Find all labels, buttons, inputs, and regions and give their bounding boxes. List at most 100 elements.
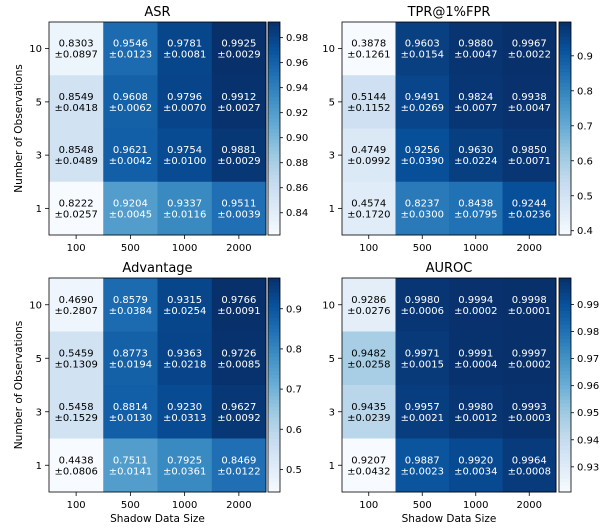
colorbar-segment	[559, 377, 571, 383]
colorbar-segment	[559, 338, 571, 343]
colorbar-tick-label: 0.8	[577, 86, 593, 97]
colorbar-segment	[559, 320, 571, 325]
colorbar-segment	[559, 149, 571, 154]
colorbar-segment	[559, 481, 571, 486]
colorbar-segment	[559, 231, 571, 236]
cell-value-label: 0.9994	[458, 295, 493, 306]
y-tick-label: 5	[36, 354, 42, 365]
panel-title: TPR@1%FPR	[407, 5, 491, 20]
colorbar-segment	[559, 285, 571, 290]
cell-std-label: ±0.0023	[401, 466, 444, 477]
colorbar-segment	[559, 463, 571, 468]
colorbar-segment	[268, 438, 280, 443]
colorbar-segment	[268, 132, 280, 137]
cell-std-label: ±0.0045	[109, 209, 152, 220]
colorbar-segment	[268, 82, 280, 87]
colorbar-segment	[559, 25, 571, 30]
colorbar-tick-label: 0.4	[577, 226, 593, 237]
colorbar-segment	[268, 43, 280, 48]
colorbar-segment	[268, 181, 280, 186]
cell-value-label: 0.4438	[59, 455, 94, 466]
heatmap-cell	[502, 331, 557, 386]
cell-value-label: 0.7511	[113, 455, 148, 466]
cell-std-label: ±0.0004	[454, 359, 497, 370]
colorbar-segment	[268, 488, 280, 493]
colorbar-segment	[559, 288, 571, 293]
colorbar-segment	[559, 96, 571, 101]
x-tick-label: 1000	[463, 500, 488, 511]
heatmap-cell	[103, 385, 158, 439]
colorbar-segment	[559, 470, 571, 475]
cell-value-label: 0.9964	[512, 455, 547, 466]
heatmap-cell	[342, 278, 396, 332]
x-tick-label: 500	[413, 243, 432, 254]
colorbar-segment	[559, 43, 571, 48]
heatmap-cell	[211, 22, 267, 76]
heatmap-cell	[211, 385, 267, 439]
cell-value-label: 0.9608	[113, 92, 148, 103]
heatmap-cell	[49, 385, 104, 439]
cell-std-label: ±0.0116	[163, 209, 206, 220]
colorbar-segment	[559, 427, 571, 432]
colorbar-tick-label: 0.94	[286, 83, 308, 94]
colorbar-segment	[268, 477, 280, 482]
colorbar-segment	[559, 68, 571, 73]
cell-std-label: ±0.0071	[508, 156, 551, 167]
cell-std-label: ±0.0795	[454, 209, 497, 220]
colorbar-segment	[559, 413, 571, 418]
heatmap-cell	[211, 331, 267, 386]
colorbar-segment	[559, 452, 571, 457]
colorbar-segment	[268, 402, 280, 407]
colorbar-segment	[559, 317, 571, 322]
y-tick-label: 3	[329, 151, 335, 162]
heatmap-cell	[449, 438, 503, 493]
heatmap-cell	[157, 181, 213, 236]
plot-frame	[341, 277, 557, 493]
cell-std-label: ±0.0027	[217, 103, 260, 114]
heatmap-cell	[103, 22, 158, 76]
colorbar-segment	[268, 25, 280, 30]
cell-std-label: ±0.0418	[54, 103, 97, 114]
colorbar-segment	[559, 71, 571, 76]
cell-value-label: 0.4690	[59, 295, 94, 306]
colorbar-segment	[268, 93, 280, 98]
colorbar-segment	[559, 395, 571, 400]
colorbar-segment	[268, 327, 280, 333]
cell-std-label: ±0.0034	[454, 466, 497, 477]
colorbar-segment	[268, 174, 280, 179]
colorbar-frame	[558, 277, 572, 493]
colorbar-segment	[268, 452, 280, 457]
cell-value-label: 0.9957	[405, 402, 440, 413]
colorbar-tick-label: 0.6	[286, 425, 302, 436]
colorbar-segment	[559, 363, 571, 368]
cell-value-label: 0.4749	[351, 145, 386, 156]
cell-value-label: 0.9491	[405, 92, 440, 103]
heatmap-cell	[49, 75, 104, 129]
colorbar-tick-label: 0.92	[286, 108, 308, 119]
heatmap-cell	[103, 75, 158, 129]
y-tick-label: 3	[36, 151, 42, 162]
cell-std-label: ±0.0002	[454, 306, 497, 317]
colorbar-segment	[559, 402, 571, 407]
x-tick-label: 500	[121, 243, 140, 254]
colorbar-segment	[268, 442, 280, 447]
colorbar-segment	[559, 352, 571, 358]
colorbar-segment	[559, 82, 571, 87]
colorbar-tick-label: 0.97	[577, 354, 599, 365]
colorbar-segment	[559, 153, 571, 158]
cell-value-label: 0.8548	[59, 145, 94, 156]
colorbar-segment	[268, 356, 280, 361]
cell-std-label: ±0.0002	[508, 359, 551, 370]
colorbar-segment	[268, 385, 280, 390]
heatmap-cell	[211, 128, 267, 183]
colorbar-tick-label: 0.86	[286, 183, 308, 194]
x-axis-label: Shadow Data Size	[402, 513, 497, 525]
cell-value-label: 0.9938	[512, 92, 547, 103]
colorbar-segment	[268, 114, 280, 119]
cell-std-label: ±0.0091	[217, 306, 260, 317]
colorbar-segment	[268, 206, 280, 211]
colorbar-segment	[268, 128, 280, 133]
y-axis-label: Number of Observations	[13, 321, 25, 449]
colorbar-segment	[559, 438, 571, 443]
